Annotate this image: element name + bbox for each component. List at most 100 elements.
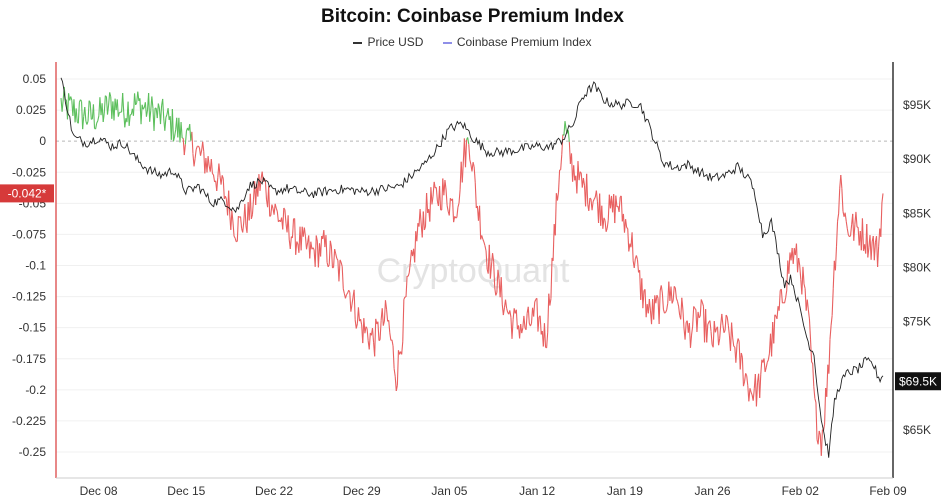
premium-segment xyxy=(760,359,763,375)
premium-segment xyxy=(841,188,844,212)
premium-segment xyxy=(283,207,286,210)
legend-swatch-premium xyxy=(442,41,452,44)
premium-segment xyxy=(244,203,247,226)
premium-segment xyxy=(488,244,491,279)
premium-segment xyxy=(61,99,64,112)
premium-segment xyxy=(87,100,90,122)
premium-segment xyxy=(493,261,496,288)
premium-segment xyxy=(719,324,722,339)
premium-segment xyxy=(741,357,745,387)
premium-segment xyxy=(748,388,751,402)
premium-segment xyxy=(866,224,869,258)
premium-segment xyxy=(682,309,685,329)
premium-segment xyxy=(774,314,777,317)
premium-segment xyxy=(740,352,743,358)
premium-segment xyxy=(259,178,262,191)
premium-segment xyxy=(236,216,239,242)
premium-segment xyxy=(364,326,367,334)
legend-item-premium[interactable]: Coinbase Premium Index xyxy=(442,35,592,49)
premium-segment xyxy=(172,136,176,142)
premium-segment xyxy=(88,100,91,103)
premium-segment xyxy=(504,299,508,309)
x-tick-label: Jan 19 xyxy=(607,484,643,498)
premium-segment xyxy=(552,224,555,261)
premium-segment xyxy=(832,260,835,289)
premium-segment xyxy=(157,103,160,109)
premium-segment xyxy=(402,299,405,342)
x-tick-label: Dec 15 xyxy=(167,484,205,498)
premium-segment xyxy=(249,193,252,219)
left-tick-label: -0.225 xyxy=(12,414,46,428)
premium-segment xyxy=(845,221,848,229)
premium-segment xyxy=(591,201,594,211)
premium-segment xyxy=(80,99,83,102)
premium-segment xyxy=(381,308,384,326)
premium-segment xyxy=(454,216,457,219)
premium-segment xyxy=(662,309,666,314)
premium-segment xyxy=(431,196,434,205)
premium-segment xyxy=(456,207,459,218)
premium-segment xyxy=(752,388,755,401)
premium-segment xyxy=(593,196,596,200)
premium-segment xyxy=(846,228,849,236)
premium-segment xyxy=(709,320,712,332)
premium-segment xyxy=(533,302,536,317)
legend-swatch-price xyxy=(353,41,363,44)
left-tick-label: -0.075 xyxy=(12,227,46,241)
premium-segment xyxy=(661,293,664,310)
premium-segment xyxy=(269,215,272,217)
premium-segment xyxy=(673,285,676,289)
premium-segment xyxy=(880,202,883,237)
premium-segment xyxy=(817,430,820,445)
premium-segment xyxy=(468,144,471,160)
premium-segment xyxy=(142,107,145,110)
premium-segment xyxy=(660,285,663,294)
premium-segment xyxy=(745,373,748,376)
premium-segment xyxy=(303,227,306,237)
premium-segment xyxy=(731,322,734,338)
premium-segment xyxy=(438,186,442,210)
premium-segment xyxy=(692,306,695,327)
premium-segment xyxy=(525,313,528,330)
premium-segment xyxy=(444,180,447,190)
premium-segment xyxy=(320,236,323,257)
premium-segment xyxy=(543,323,547,348)
premium-segment xyxy=(391,339,394,346)
premium-segment xyxy=(749,388,752,393)
premium-segment xyxy=(689,334,693,348)
premium-segment xyxy=(627,228,630,252)
premium-segment xyxy=(693,306,696,309)
premium-segment xyxy=(706,324,709,343)
current-premium-value: -0.042* xyxy=(8,186,47,200)
premium-segment xyxy=(116,99,119,117)
premium-segment xyxy=(534,299,537,303)
premium-segment xyxy=(631,232,634,261)
premium-segment xyxy=(329,240,332,247)
premium-segment xyxy=(289,236,292,250)
premium-segment xyxy=(835,221,839,247)
premium-segment xyxy=(867,246,870,258)
premium-segment xyxy=(664,312,666,314)
premium-segment xyxy=(482,238,485,243)
legend-item-price[interactable]: Price USD xyxy=(353,35,423,49)
premium-segment xyxy=(95,122,98,130)
premium-segment xyxy=(394,376,397,391)
premium-segment xyxy=(604,220,607,232)
premium-segment xyxy=(614,195,617,224)
premium-segment xyxy=(586,173,589,205)
premium-segment xyxy=(759,374,762,398)
premium-segment xyxy=(104,95,107,98)
premium-segment xyxy=(346,292,349,295)
premium-segment xyxy=(737,338,740,342)
premium-segment xyxy=(806,299,809,311)
premium-segment xyxy=(184,131,188,145)
premium-segment xyxy=(207,156,210,167)
premium-segment xyxy=(878,228,881,247)
premium-segment xyxy=(128,114,131,126)
premium-segment xyxy=(527,306,530,324)
premium-segment xyxy=(815,402,818,440)
premium-segment xyxy=(628,243,631,252)
premium-segment xyxy=(546,332,549,348)
premium-segment xyxy=(701,302,704,307)
